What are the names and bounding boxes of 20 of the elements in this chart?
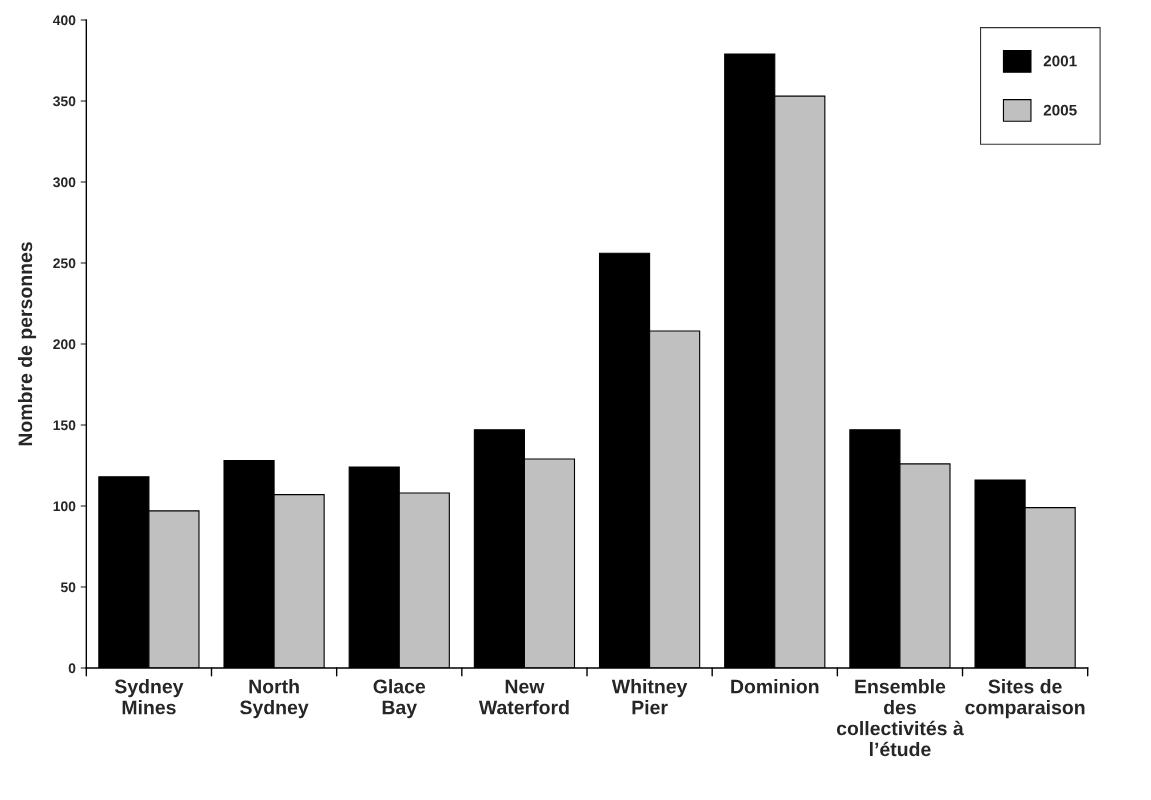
x-tick-label: Sydney Mines (114, 679, 184, 715)
x-tick-label: Ensemble des collectivités à l’étude (836, 679, 964, 757)
y-tick-label: 300 (53, 177, 76, 188)
x-tick-label: Dominion (731, 679, 819, 694)
x-tick-label: New Waterford (478, 679, 569, 715)
legend-label: 2001 (1043, 55, 1077, 67)
x-tick-label: Glace Bay (373, 679, 426, 719)
x-tick-label: Sites de comparaison (965, 679, 1085, 719)
y-tick-label: 400 (52, 15, 76, 26)
x-tick-label: North Sydney (240, 679, 309, 719)
y-tick-label: 50 (60, 582, 76, 593)
y-axis-title: Nombre de personnes (17, 242, 37, 446)
y-tick-label: 100 (53, 501, 76, 512)
y-tick-label: 250 (53, 258, 76, 269)
y-tick-label: 150 (53, 420, 76, 431)
x-tick-label: Whitney Pier (611, 679, 688, 715)
y-tick-label: 350 (53, 96, 76, 107)
y-tick-label: 0 (68, 663, 76, 674)
y-tick-label: 200 (53, 339, 76, 350)
legend-label: 2005 (1043, 104, 1077, 116)
